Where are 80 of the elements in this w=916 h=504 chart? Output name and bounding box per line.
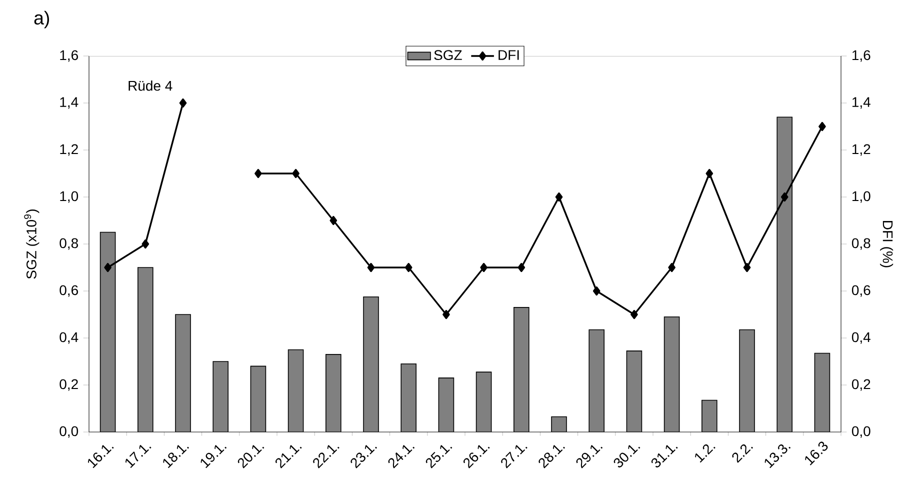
y2-tick-label: 1,2	[852, 144, 870, 156]
bar	[814, 352, 830, 432]
x-tick-label: 20.1.	[238, 444, 264, 468]
y-tick-label: 1,2	[60, 144, 78, 156]
bar	[326, 354, 342, 432]
x-tick-label: 26.1.	[463, 444, 490, 468]
point	[480, 262, 488, 272]
point	[292, 168, 300, 178]
y2-tick-label: 1,6	[852, 50, 870, 62]
x-tick-label: 19.1.	[200, 444, 227, 468]
y2-tick-label: 0,0	[852, 426, 870, 438]
chart-title: a)	[34, 10, 49, 28]
point	[592, 286, 600, 296]
x-tick-label: 28.1.	[538, 444, 566, 468]
y-tick-label: 1,0	[60, 191, 78, 203]
y-tick-label: 0,0	[60, 426, 78, 438]
x-tick-label: 2.2.	[732, 444, 754, 463]
y2-axis-title: DFI (%)	[880, 221, 894, 268]
y-tick-label: 0,2	[60, 379, 78, 391]
y2-tick-label: 0,8	[852, 238, 870, 250]
point	[330, 216, 338, 226]
point	[706, 168, 714, 178]
legend-label: DFI	[498, 50, 519, 60]
x-tick-label: 30.1.	[614, 444, 640, 468]
point	[818, 122, 826, 132]
point	[518, 262, 526, 272]
bar	[664, 316, 680, 432]
bar	[400, 363, 417, 432]
y-tick-label: 0,4	[60, 332, 78, 344]
bar	[363, 296, 379, 432]
x-tick-label: 29.1.	[576, 444, 603, 468]
y2-tick-label: 1,4	[852, 97, 870, 109]
y2-tick-label: 1,0	[852, 191, 870, 203]
bar	[138, 267, 154, 432]
x-tick-label: 25.1.	[426, 444, 452, 468]
y-tick-label: 1,4	[60, 97, 78, 109]
annotation: Rüde 4	[128, 80, 172, 91]
y-axis-title: SGZ (x10$^{9}$)	[24, 210, 40, 279]
point	[254, 168, 262, 178]
x-tick-label: 1.2.	[695, 444, 716, 463]
y-tick-label: 0,6	[60, 285, 78, 297]
bar	[626, 350, 642, 432]
x-tick-label: 18.1.	[163, 444, 190, 468]
bar	[288, 349, 304, 432]
x-tick-label: 21.1.	[275, 444, 302, 468]
point	[104, 262, 112, 272]
x-tick-label: 23.1.	[350, 444, 378, 468]
y2-tick-label: 0,2	[852, 379, 870, 391]
bar	[212, 361, 229, 432]
point	[780, 192, 788, 202]
x-tick-label: 31.1.	[651, 444, 678, 468]
bar	[175, 314, 191, 432]
y-tick-label: 0,8	[60, 238, 78, 250]
x-tick-label: 22.1.	[313, 444, 340, 468]
point	[404, 262, 412, 272]
point	[743, 262, 751, 272]
bar	[514, 307, 530, 432]
point	[179, 98, 187, 108]
x-tick-label: 17.1.	[125, 444, 152, 468]
bar	[250, 366, 266, 432]
bar	[100, 232, 116, 432]
bar	[776, 116, 793, 432]
y-tick-label: 1,6	[60, 50, 78, 62]
bar	[739, 329, 755, 432]
x-tick-label: 16.1.	[88, 444, 114, 468]
bar	[438, 378, 454, 432]
y2-tick-label: 0,6	[852, 285, 870, 297]
point	[555, 192, 563, 202]
point	[367, 262, 375, 272]
bar	[702, 400, 718, 432]
point	[142, 239, 150, 249]
legend-label: SGZ	[434, 50, 462, 60]
point	[442, 310, 450, 320]
y2-tick-label: 0,4	[852, 332, 870, 344]
bar	[476, 372, 492, 432]
point	[668, 262, 676, 272]
point	[630, 310, 638, 320]
x-tick-label: 24.1.	[388, 444, 415, 468]
x-tick-label: 27.1.	[501, 444, 528, 468]
bar	[588, 329, 605, 432]
